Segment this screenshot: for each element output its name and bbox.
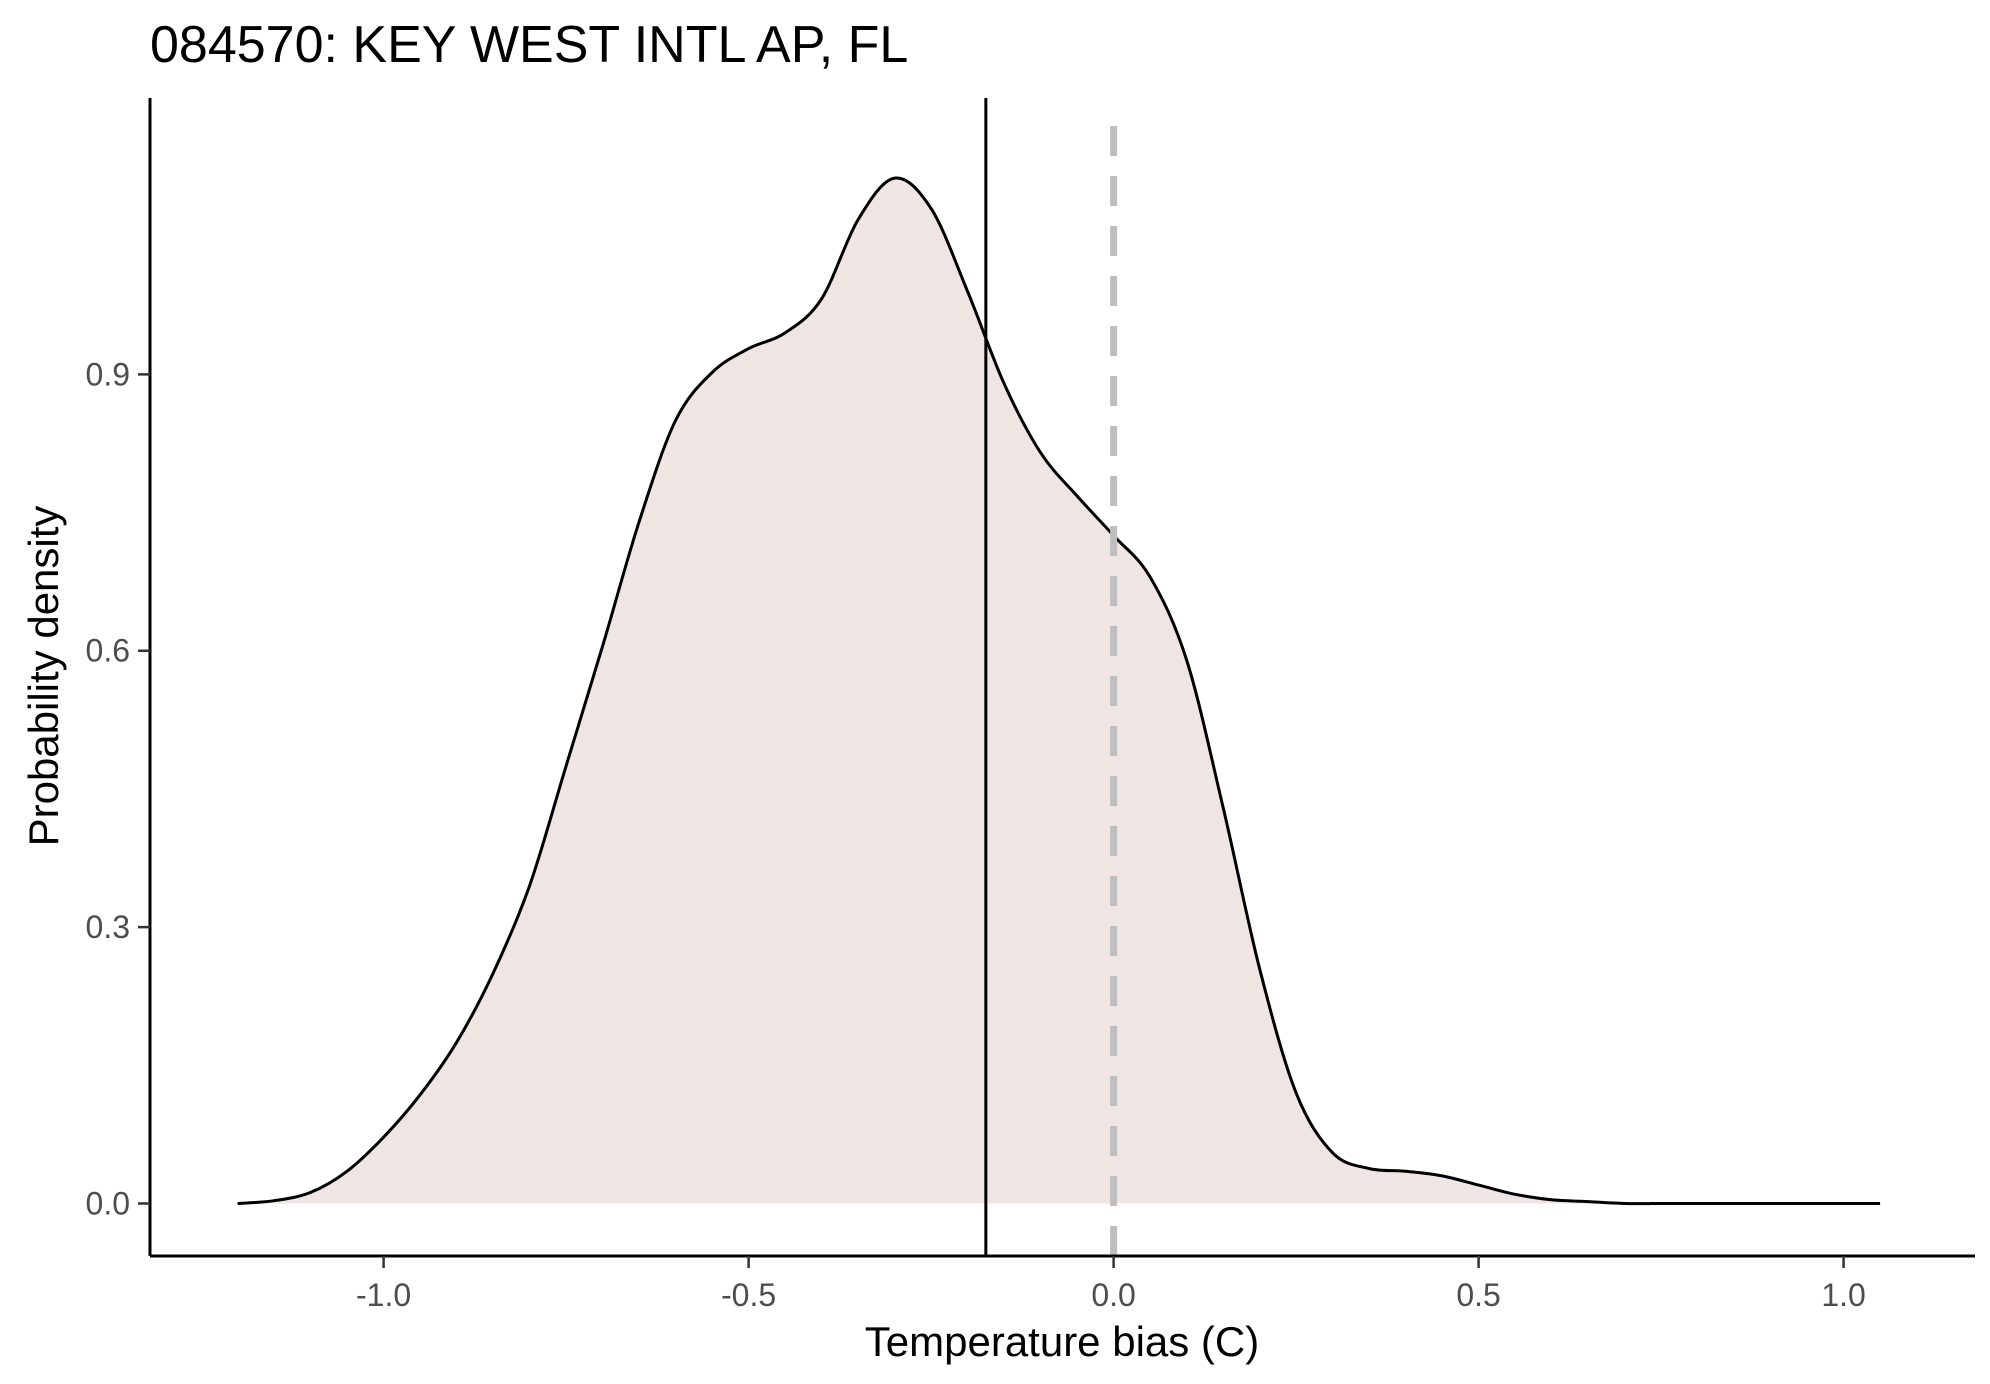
density-line [237, 176, 1881, 1206]
x-axis-label: Temperature bias (C) [865, 1318, 1259, 1365]
x-tick-label: -1.0 [356, 1277, 411, 1313]
density-fill [237, 177, 1881, 1204]
y-axis-label: Probability density [20, 506, 67, 847]
y-axis-ticks: 0.0 0.3 0.6 0.9 [86, 356, 150, 1221]
plot-area [237, 98, 1881, 1256]
chart-title: 084570: KEY WEST INTL AP, FL [150, 16, 908, 74]
x-tick-label: 0.0 [1091, 1277, 1135, 1313]
x-tick-label: 0.5 [1456, 1277, 1500, 1313]
x-tick-label: 1.0 [1821, 1277, 1865, 1313]
y-tick-label: 0.6 [86, 633, 130, 669]
x-axis-ticks: -1.0 -0.5 0.0 0.5 1.0 [356, 1256, 1866, 1313]
x-tick-label: -0.5 [721, 1277, 776, 1313]
y-tick-label: 0.0 [86, 1185, 130, 1221]
y-tick-label: 0.9 [86, 356, 130, 392]
y-tick-label: 0.3 [86, 909, 130, 945]
